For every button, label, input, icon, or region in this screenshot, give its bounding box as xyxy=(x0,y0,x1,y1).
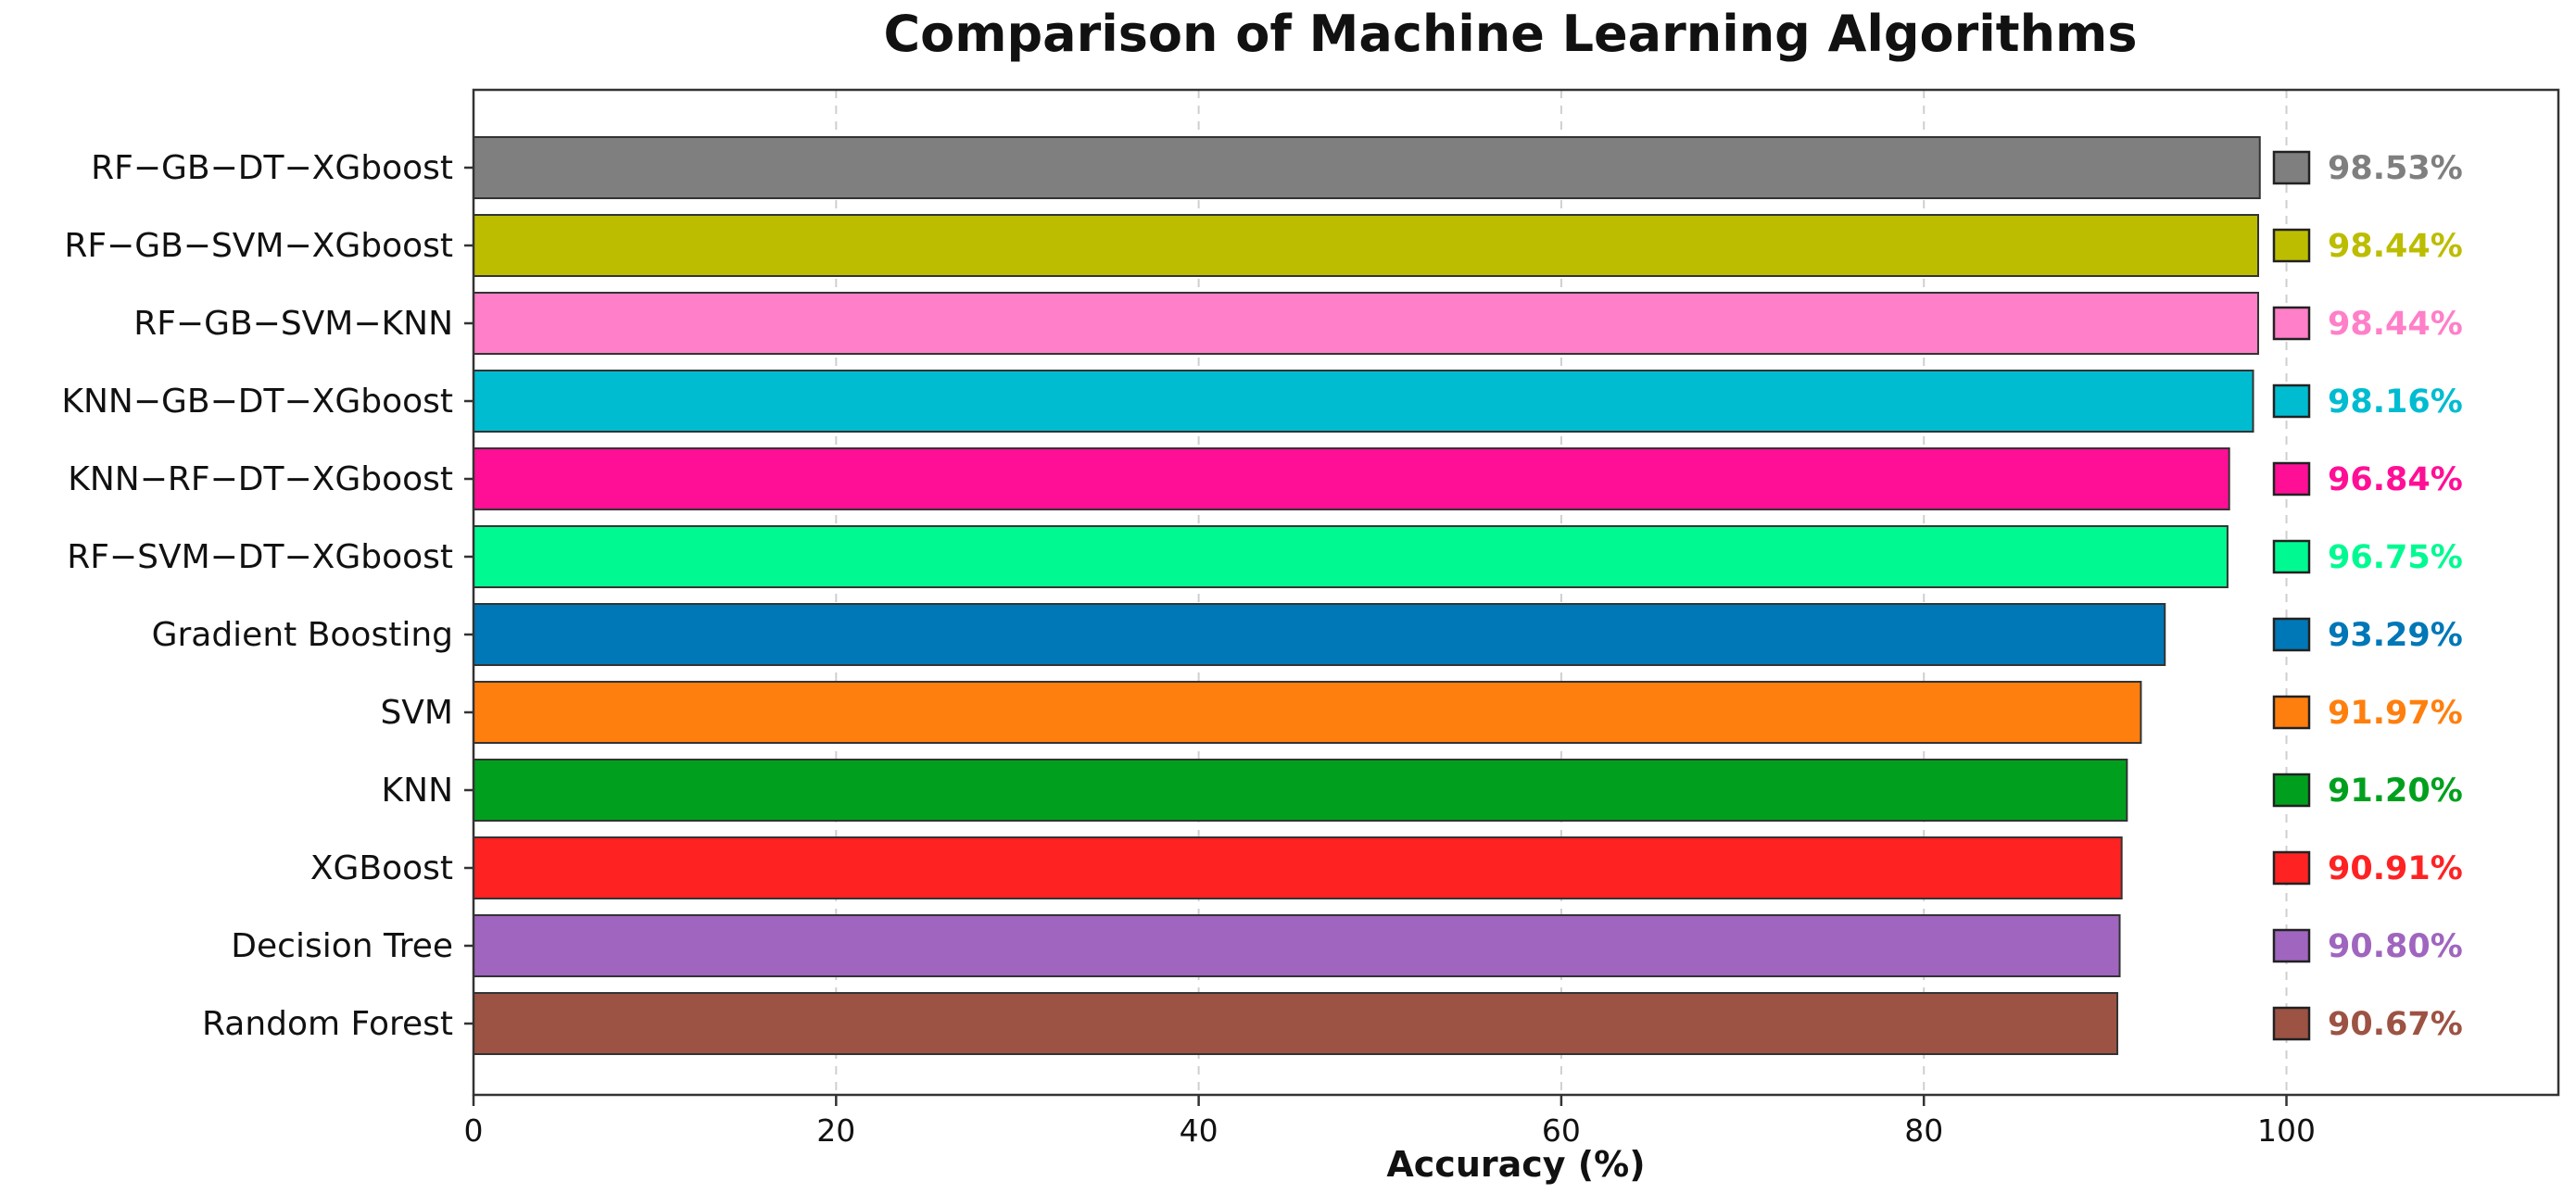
category-label: RF−SVM−DT−XGboost xyxy=(67,538,453,576)
value-swatch xyxy=(2272,695,2311,730)
value-swatch xyxy=(2272,228,2311,263)
category-label: Decision Tree xyxy=(231,927,453,965)
value-label: 98.44% xyxy=(2328,228,2463,265)
bar xyxy=(473,136,2261,199)
value-swatch xyxy=(2272,928,2311,963)
bar xyxy=(473,681,2142,744)
plot-frame xyxy=(472,88,2560,1097)
value-swatch xyxy=(2272,1006,2311,1041)
bar xyxy=(473,836,2123,899)
x-axis-ticks: 0 20 40 60 80 100 xyxy=(464,1095,2316,1149)
bar xyxy=(473,914,2121,977)
value-label: 90.80% xyxy=(2328,928,2463,965)
value-swatch xyxy=(2272,150,2311,185)
value-label: 91.97% xyxy=(2328,695,2463,732)
x-tick-label: 0 xyxy=(464,1112,484,1149)
value-label: 96.75% xyxy=(2328,539,2463,576)
bar xyxy=(473,370,2254,433)
x-axis-title: Accuracy (%) xyxy=(1386,1144,1645,1185)
value-swatch xyxy=(2272,461,2311,496)
value-swatch xyxy=(2272,773,2311,808)
bar xyxy=(473,992,2118,1055)
category-label: SVM xyxy=(380,694,453,732)
x-tick-label: 20 xyxy=(816,1112,855,1149)
value-label: 90.91% xyxy=(2328,850,2463,887)
category-label: RF−GB−SVM−XGboost xyxy=(64,227,453,265)
bar xyxy=(473,759,2128,822)
category-label: KNN xyxy=(382,772,453,810)
value-swatch xyxy=(2272,539,2311,574)
x-tick-label: 80 xyxy=(1904,1112,1943,1149)
value-label: 98.53% xyxy=(2328,150,2463,187)
bar xyxy=(473,525,2229,588)
category-label: KNN−GB−DT−XGboost xyxy=(61,383,453,421)
bar xyxy=(473,447,2230,510)
value-label: 98.16% xyxy=(2328,383,2463,421)
value-label: 96.84% xyxy=(2328,461,2463,498)
chart-title: Comparison of Machine Learning Algorithm… xyxy=(884,5,2138,63)
bar xyxy=(473,292,2259,355)
category-labels: RF−GB−DT−XGboost RF−GB−SVM−XGboost RF−GB−S… xyxy=(61,149,474,1043)
value-swatch xyxy=(2272,306,2311,341)
value-labels: 98.53% 98.44% 98.44% 98.16% 96.84% 96.75% 93.2… xyxy=(2272,150,2463,1043)
value-label: 90.67% xyxy=(2328,1006,2463,1043)
x-tick-label: 60 xyxy=(1542,1112,1581,1149)
category-label: XGBoost xyxy=(310,849,453,887)
bars xyxy=(473,136,2261,1055)
category-label: Random Forest xyxy=(202,1005,453,1043)
value-swatch xyxy=(2272,617,2311,652)
value-swatch xyxy=(2272,383,2311,419)
bar xyxy=(473,603,2166,666)
category-label: RF−GB−SVM−KNN xyxy=(133,305,453,343)
bar xyxy=(473,214,2259,277)
value-label: 93.29% xyxy=(2328,617,2463,654)
category-label: KNN−RF−DT−XGboost xyxy=(68,460,453,498)
category-label: Gradient Boosting xyxy=(152,616,453,654)
x-tick-label: 40 xyxy=(1180,1112,1219,1149)
x-tick-label: 100 xyxy=(2257,1112,2316,1149)
value-label: 98.44% xyxy=(2328,306,2463,343)
value-label: 91.20% xyxy=(2328,773,2463,810)
category-label: RF−GB−DT−XGboost xyxy=(91,149,453,187)
value-swatch xyxy=(2272,850,2311,886)
